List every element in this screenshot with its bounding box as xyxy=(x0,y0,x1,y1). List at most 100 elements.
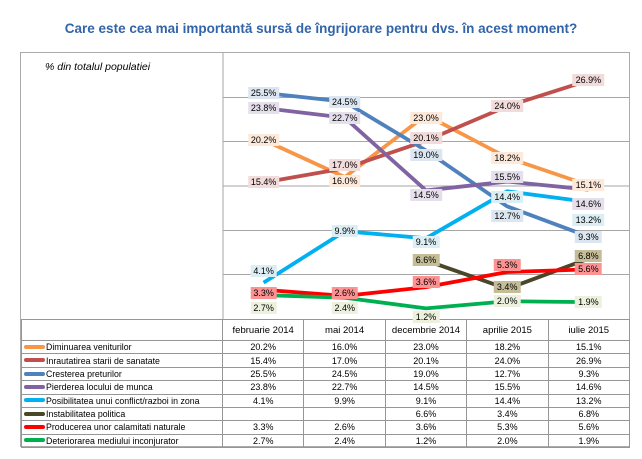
value-cell: 14.4% xyxy=(466,393,549,408)
data-table: februarie 2014 mai 2014 decembrie 2014 apri… xyxy=(21,319,630,449)
table-header-row: februarie 2014 mai 2014 decembrie 2014 apri… xyxy=(21,319,630,341)
data-label: 20.1% xyxy=(410,131,442,144)
data-label: 26.9% xyxy=(572,74,605,87)
legend-item: Diminuarea veniturilor xyxy=(21,339,223,355)
value-cell: 25.5% xyxy=(221,366,305,382)
data-label: 14.4% xyxy=(491,191,523,204)
table-row: Posibilitatea unui conflict/razboi in zo… xyxy=(21,393,630,408)
table-row: Diminuarea veniturilor 20.2% 16.0% 23.0% 18.… xyxy=(21,339,630,355)
value-cell: 22.7% xyxy=(303,380,386,395)
data-label: 20.2% xyxy=(247,133,280,146)
table-row: Instabilitatea politica 6.6% 3.4% 6.8% xyxy=(21,406,630,422)
column-header: februarie 2014 xyxy=(221,319,305,341)
data-label: 5.6% xyxy=(575,263,602,276)
column-header: aprilie 2015 xyxy=(466,319,549,341)
data-label: 24.5% xyxy=(329,95,361,108)
data-label: 9.1% xyxy=(412,236,440,249)
legend-label: Posibilitatea unui conflict/razboi in zo… xyxy=(46,395,200,406)
legend-key-swatch xyxy=(24,358,45,363)
value-cell: 15.5% xyxy=(466,380,549,395)
value-cell: 13.2% xyxy=(547,393,630,408)
data-label: 3.6% xyxy=(412,276,440,289)
value-cell: 2.4% xyxy=(303,433,386,449)
data-label: 15.5% xyxy=(491,170,523,183)
data-label: 22.7% xyxy=(329,111,361,124)
chart-title: Care este cea mai importantă sursă de în… xyxy=(64,21,578,36)
chart-plot-area: % din totalul populatiei 20.2% 16.0% 23.0%… xyxy=(21,53,629,324)
data-label: 2.6% xyxy=(331,286,359,299)
value-cell xyxy=(221,406,305,422)
legend-item: Producerea unor calamitati naturale xyxy=(21,420,223,435)
data-label: 4.1% xyxy=(250,264,277,277)
value-cell: 1.9% xyxy=(547,433,630,449)
data-label: 6.6% xyxy=(412,254,440,267)
value-cell: 20.2% xyxy=(221,339,305,355)
value-cell: 26.9% xyxy=(547,353,630,368)
table-corner-cell xyxy=(21,319,223,341)
column-header: mai 2014 xyxy=(303,319,386,341)
legend-item: Cresterea preturilor xyxy=(21,366,223,382)
legend-item: Inrautatirea starii de sanatate xyxy=(21,353,223,368)
table-row: Deteriorarea mediului inconjurator 2.7% 2.… xyxy=(21,433,630,449)
table-row: Producerea unor calamitati naturale 3.3% 2… xyxy=(21,420,630,435)
legend-label: Deteriorarea mediului inconjurator xyxy=(46,435,179,446)
table-row: Cresterea preturilor 25.5% 24.5% 19.0% 12.7%… xyxy=(21,366,630,382)
value-cell: 15.1% xyxy=(547,339,630,355)
value-cell: 20.1% xyxy=(384,353,468,368)
value-cell: 15.4% xyxy=(221,353,305,368)
legend-key-swatch xyxy=(24,384,45,389)
data-label: 3.4% xyxy=(493,280,521,293)
value-cell: 24.0% xyxy=(466,353,549,368)
legend-label: Producerea unor calamitati naturale xyxy=(46,422,186,433)
data-label: 9.9% xyxy=(331,225,359,238)
value-cell: 19.0% xyxy=(384,366,468,382)
value-cell: 3.6% xyxy=(384,420,468,435)
legend-key-swatch xyxy=(24,371,45,376)
legend-key-swatch xyxy=(24,438,45,443)
data-label: 2.4% xyxy=(331,301,359,314)
legend-label: Cresterea preturilor xyxy=(46,368,122,379)
value-cell: 12.7% xyxy=(466,366,549,382)
data-label: 15.1% xyxy=(572,179,605,192)
data-label: 3.3% xyxy=(250,286,277,299)
legend-item: Instabilitatea politica xyxy=(21,406,223,422)
legend-key-swatch xyxy=(24,411,45,416)
chart-frame: % din totalul populatiei 20.2% 16.0% 23.0%… xyxy=(20,52,630,449)
value-cell: 9.9% xyxy=(303,393,386,408)
data-label: 2.0% xyxy=(493,295,521,308)
value-cell: 6.8% xyxy=(547,406,630,422)
value-cell: 3.3% xyxy=(221,420,305,435)
data-label: 18.2% xyxy=(491,151,523,164)
data-label: 2.7% xyxy=(250,302,277,315)
value-cell: 6.6% xyxy=(384,406,468,422)
data-label: 24.0% xyxy=(491,100,523,113)
data-label: 16.0% xyxy=(329,175,361,188)
data-label: 17.0% xyxy=(329,159,361,172)
data-label: 12.7% xyxy=(491,210,523,223)
value-cell: 14.5% xyxy=(384,380,468,395)
legend-key-swatch xyxy=(24,398,45,403)
data-label: 1.2% xyxy=(412,311,440,324)
legend-label: Inrautatirea starii de sanatate xyxy=(46,355,160,366)
value-cell: 5.6% xyxy=(547,420,630,435)
data-label: 9.3% xyxy=(575,230,602,243)
value-cell: 23.0% xyxy=(384,339,468,355)
data-label: 23.0% xyxy=(410,112,442,125)
value-cell: 2.7% xyxy=(221,433,305,449)
value-cell: 14.6% xyxy=(547,380,630,395)
value-cell: 5.3% xyxy=(466,420,549,435)
value-cell: 3.4% xyxy=(466,406,549,422)
value-cell: 16.0% xyxy=(303,339,386,355)
value-cell xyxy=(303,406,386,422)
value-cell: 2.6% xyxy=(303,420,386,435)
value-cell: 2.0% xyxy=(466,433,549,449)
column-header: iulie 2015 xyxy=(547,319,630,341)
data-label: 25.5% xyxy=(247,86,280,99)
data-label: 15.4% xyxy=(247,176,280,189)
legend-label: Instabilitatea politica xyxy=(46,409,126,420)
data-label: 1.9% xyxy=(575,296,602,309)
data-label: 23.8% xyxy=(247,101,280,114)
value-cell: 18.2% xyxy=(466,339,549,355)
data-label: 5.3% xyxy=(493,259,521,271)
data-label: 6.8% xyxy=(575,249,602,262)
